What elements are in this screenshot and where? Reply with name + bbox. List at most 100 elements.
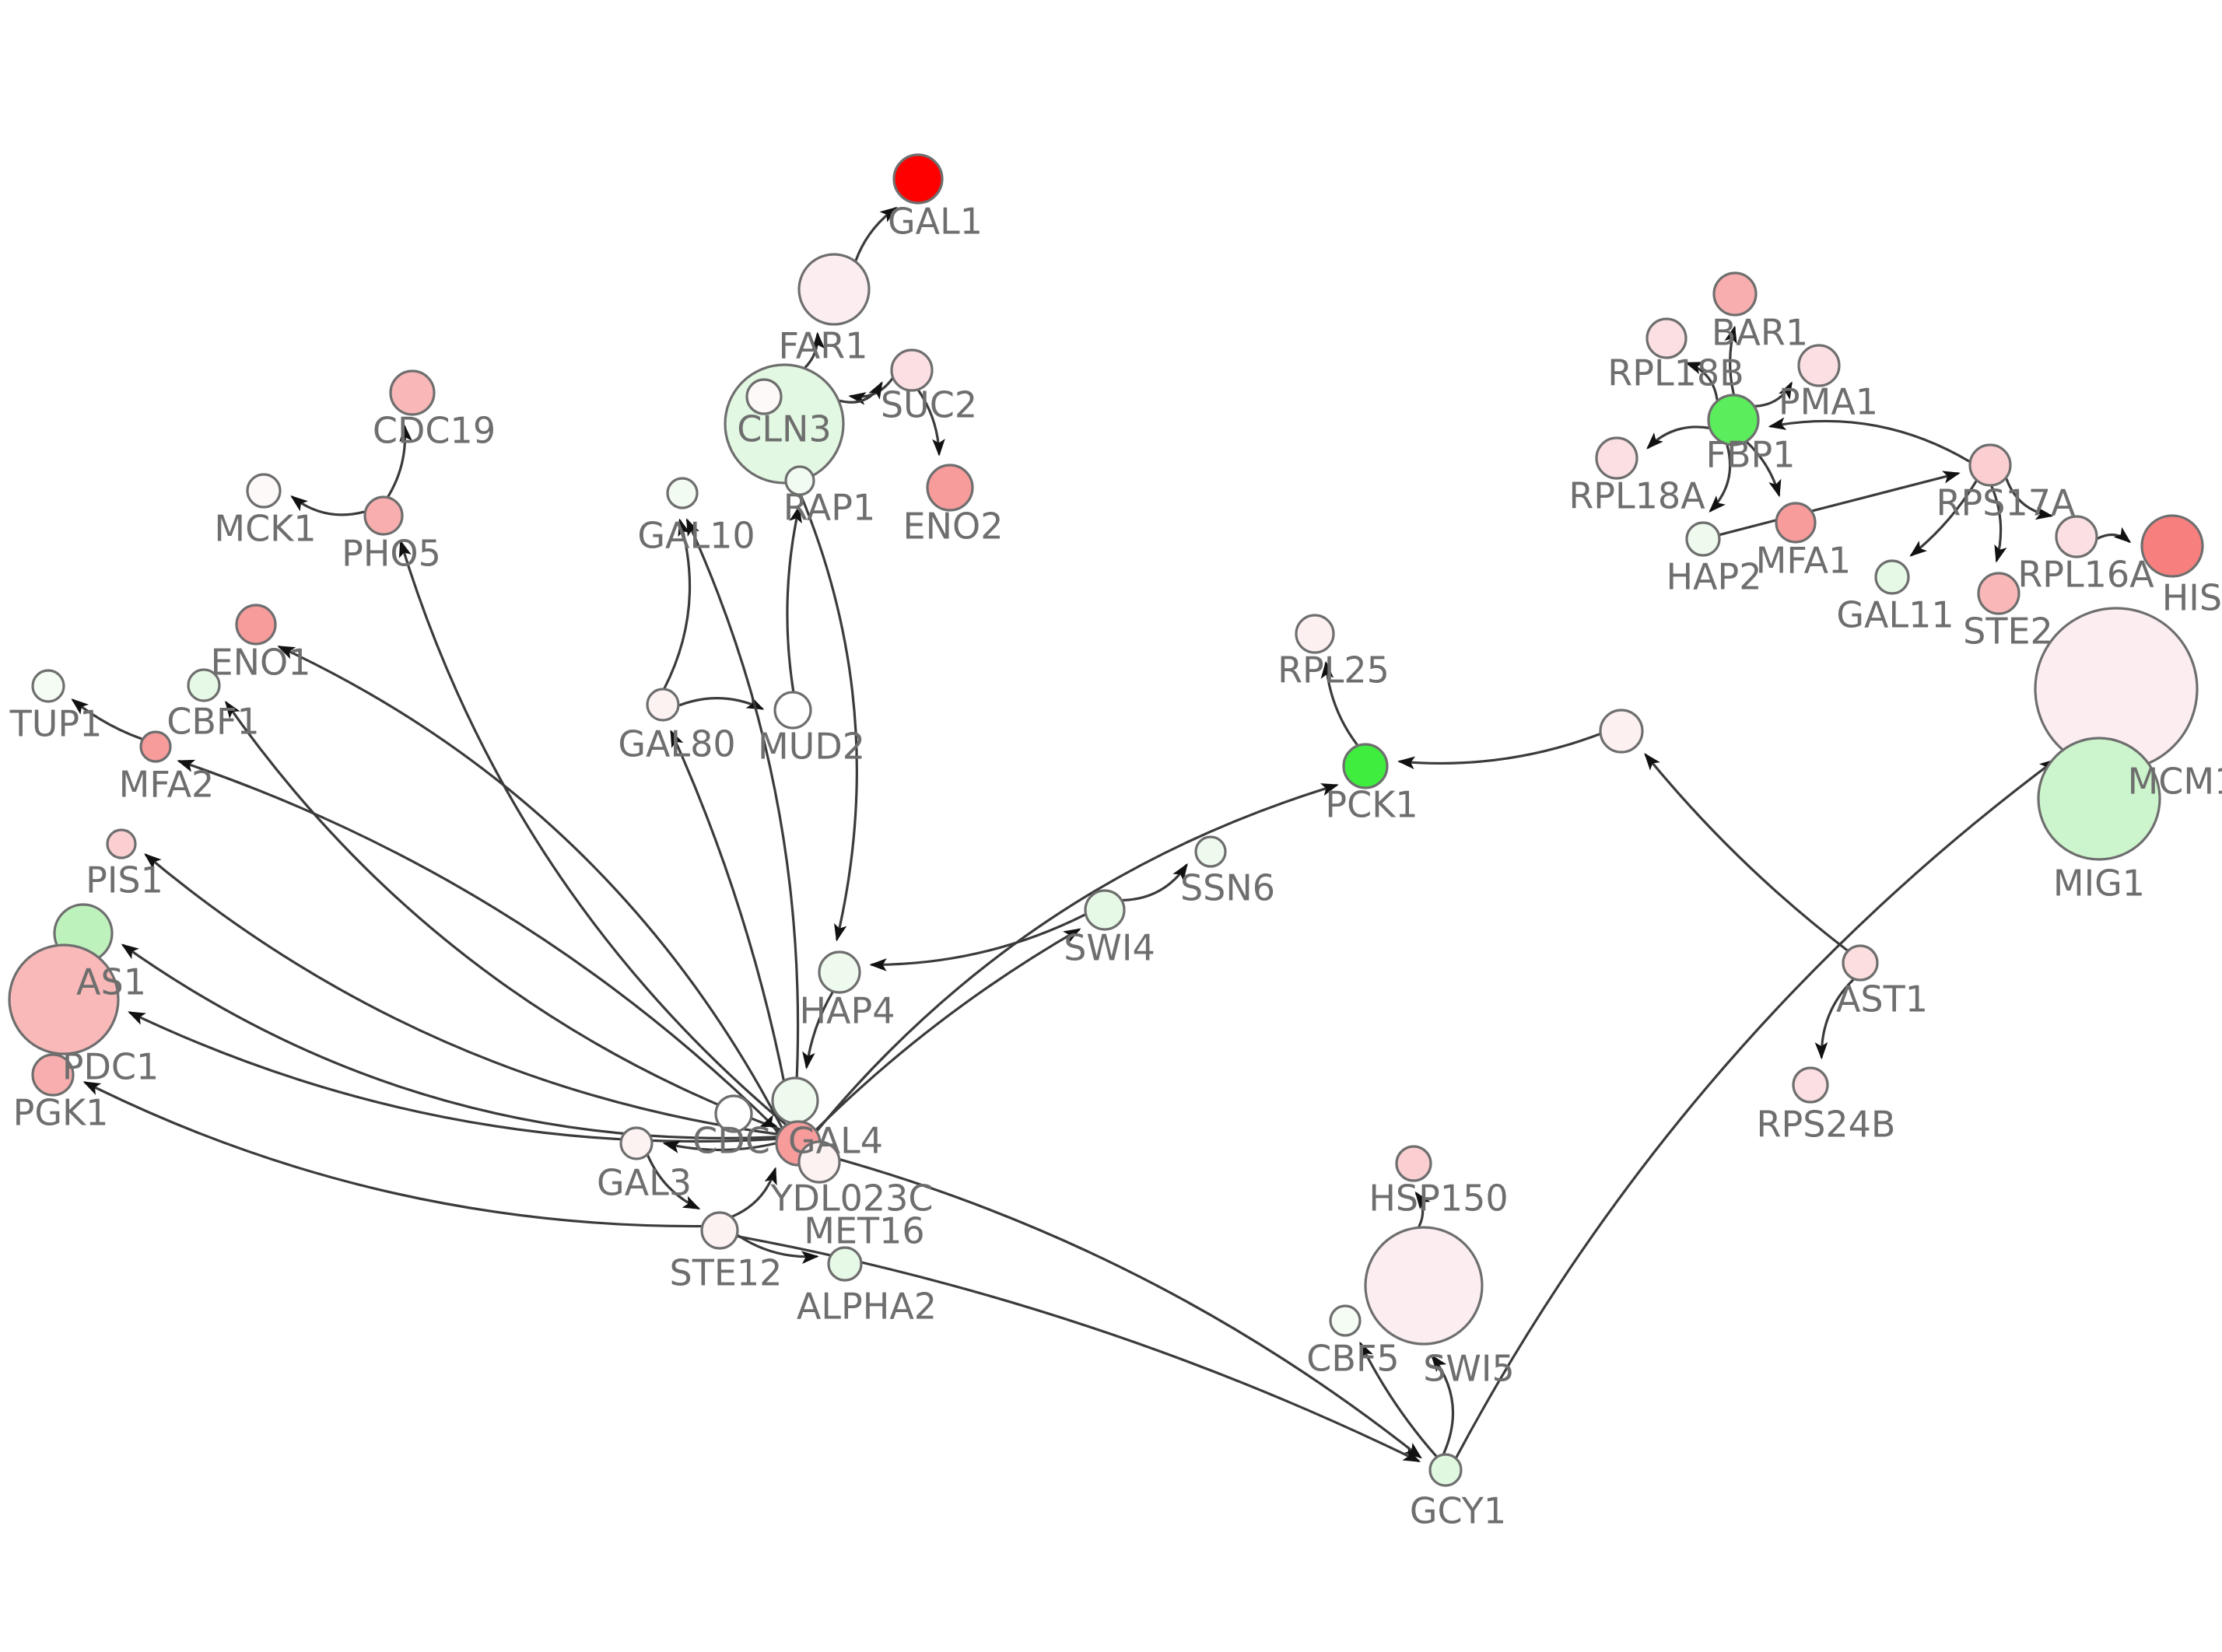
node-gal3[interactable] [619, 1126, 654, 1160]
edge-rps17a-to-gal11[interactable] [1909, 480, 1978, 557]
node-rpl18b[interactable] [1645, 317, 1688, 359]
node-gal10[interactable] [666, 477, 699, 509]
node-rap1[interactable] [784, 465, 815, 496]
node-pck1[interactable] [1342, 743, 1389, 789]
edge-gal4-to-pck1[interactable] [815, 783, 1339, 1132]
edge-rpl16a-to-his4[interactable] [2097, 527, 2132, 544]
node-pis1[interactable] [106, 828, 137, 859]
node-swi4[interactable] [1084, 889, 1126, 931]
edge-cln3-to-far1[interactable] [804, 331, 825, 369]
edge-rps17a-to-fbp1[interactable] [1768, 417, 1971, 463]
edge-gal4-to-gal3[interactable] [662, 1140, 776, 1153]
node-alpha2[interactable] [827, 1246, 863, 1282]
node-bar1[interactable] [1712, 271, 1758, 317]
edge-gal4-to-pis1[interactable] [144, 853, 778, 1136]
edge-gal4-to-gal10[interactable] [685, 518, 800, 1122]
node-pma1[interactable] [1797, 344, 1841, 387]
node-rpl16a[interactable] [2055, 515, 2098, 558]
node-far1[interactable] [797, 253, 871, 326]
node-tup1[interactable] [31, 669, 65, 703]
node-ste2[interactable] [1977, 572, 2020, 615]
edge-fbp1-to-hap2[interactable] [1709, 444, 1732, 513]
edge-gcy1-to-mcm1[interactable] [1455, 758, 2057, 1458]
node-ste12[interactable] [700, 1211, 739, 1250]
node-pgk1[interactable] [31, 1053, 75, 1097]
node-hsp150[interactable] [1395, 1145, 1432, 1182]
edge-suc2-to-eno2[interactable] [917, 389, 945, 457]
edge-ast1-to-rps24b[interactable] [1814, 978, 1855, 1060]
edge-gal4-to-cbf1[interactable] [225, 700, 781, 1131]
edge-gal4-to-gal80[interactable] [670, 730, 794, 1122]
node-swi5[interactable] [1364, 1226, 1484, 1346]
edge-pho5-to-mck1[interactable] [290, 495, 365, 516]
node-ast1[interactable] [1842, 944, 1879, 982]
node-mud2[interactable] [773, 691, 812, 730]
edge-ast1-to-unlabeled_1[interactable] [1644, 752, 1849, 952]
node-cbf5[interactable] [1329, 1304, 1362, 1337]
edge-hap4-to-hub_green[interactable] [802, 991, 834, 1070]
node-gal11[interactable] [1874, 559, 1910, 595]
node-hap4[interactable] [818, 950, 861, 994]
edge-pho5-to-cdc19[interactable] [387, 424, 412, 498]
edge-rps17a-to-ste2[interactable] [1990, 485, 2007, 563]
node-hap2[interactable] [1685, 521, 1721, 557]
node-rps17a[interactable] [1968, 443, 2012, 487]
edge-gal80-to-gal10[interactable] [663, 518, 692, 689]
node-fbp1[interactable] [1707, 394, 1760, 446]
node-pho5[interactable] [363, 495, 404, 536]
edge-hap2-to-rps17a[interactable] [1719, 471, 1961, 537]
node-cbf1[interactable] [187, 668, 221, 702]
edge-fbp1-to-rpl18b[interactable] [1684, 362, 1719, 401]
edge-pck1-to-rpl25[interactable] [1320, 660, 1358, 746]
edge-swi4-to-ssn6[interactable] [1122, 863, 1188, 902]
edge-gal4-to-pdc1[interactable] [128, 1011, 776, 1143]
node-gal80[interactable] [646, 688, 680, 722]
edge-mud2-to-rap1[interactable] [786, 505, 802, 692]
edge-gal80-to-mud2[interactable] [678, 696, 765, 710]
node-suc2[interactable] [890, 348, 934, 392]
node-his4[interactable] [2140, 514, 2204, 578]
edge-gcy1-to-swi5[interactable] [1431, 1354, 1455, 1454]
node-gcy1[interactable] [1428, 1453, 1463, 1487]
edge-cln3-to-suc2[interactable] [839, 381, 883, 404]
edge-swi4-to-hap4[interactable] [869, 913, 1086, 971]
node-mig1[interactable] [2037, 737, 2161, 861]
node-cdc19[interactable] [389, 369, 436, 416]
edge-mfa2-to-tup1[interactable] [71, 698, 143, 740]
edge-unlabeled_1-to-pck1[interactable] [1397, 733, 1600, 770]
edge-gal3-to-ste12[interactable] [647, 1154, 701, 1210]
edge-fbp1-to-pma1[interactable] [1754, 381, 1793, 408]
node-eno2[interactable] [926, 464, 974, 512]
node-pdc1[interactable] [8, 943, 120, 1055]
edge-fbp1-to-mfa1[interactable] [1746, 441, 1782, 498]
edge-gal4-to-pho5[interactable] [398, 539, 787, 1126]
node-cdc[interactable] [714, 1094, 753, 1133]
edge-rap1-to-hap4[interactable] [800, 495, 858, 942]
edge-gal4-to-cdc[interactable] [759, 1115, 780, 1135]
edge-ste12-to-pgk1[interactable] [82, 1081, 702, 1228]
node-ydl023c[interactable] [797, 1140, 841, 1184]
edge-gal4-to-eno1[interactable] [277, 645, 783, 1129]
edge-swi5-to-hsp150[interactable] [1414, 1191, 1431, 1227]
edge-fbp1-to-rpl18a[interactable] [1646, 425, 1709, 450]
node-mfa1[interactable] [1775, 502, 1817, 544]
edge-rps17a-to-rpl16a[interactable] [2005, 478, 2054, 520]
node-rpl18a[interactable] [1595, 436, 1638, 480]
node-ssn6[interactable] [1194, 835, 1227, 868]
edge-gal4-to-as1[interactable] [121, 943, 777, 1139]
edge-gcy1-to-cbf5[interactable] [1359, 1341, 1438, 1458]
node-unlabeled_1[interactable] [1599, 709, 1644, 754]
node-rps24b[interactable] [1792, 1066, 1829, 1104]
node-hub_green[interactable] [771, 1076, 819, 1125]
node-mfa2[interactable] [139, 730, 172, 763]
edge-ste12-to-gal4[interactable] [731, 1167, 777, 1218]
node-rpl25[interactable] [1295, 614, 1335, 654]
node-cln3_in[interactable] [745, 378, 783, 415]
node-gal1[interactable] [892, 153, 944, 205]
edge-ste12-to-alpha2[interactable] [737, 1234, 819, 1265]
edge-gal4-to-gcy1[interactable] [818, 1152, 1422, 1459]
edge-fbp1-to-bar1[interactable] [1724, 325, 1737, 395]
node-eno1[interactable] [235, 604, 277, 646]
edge-gal4-to-swi4[interactable] [815, 928, 1081, 1131]
edge-far1-to-gal1[interactable] [854, 206, 898, 261]
